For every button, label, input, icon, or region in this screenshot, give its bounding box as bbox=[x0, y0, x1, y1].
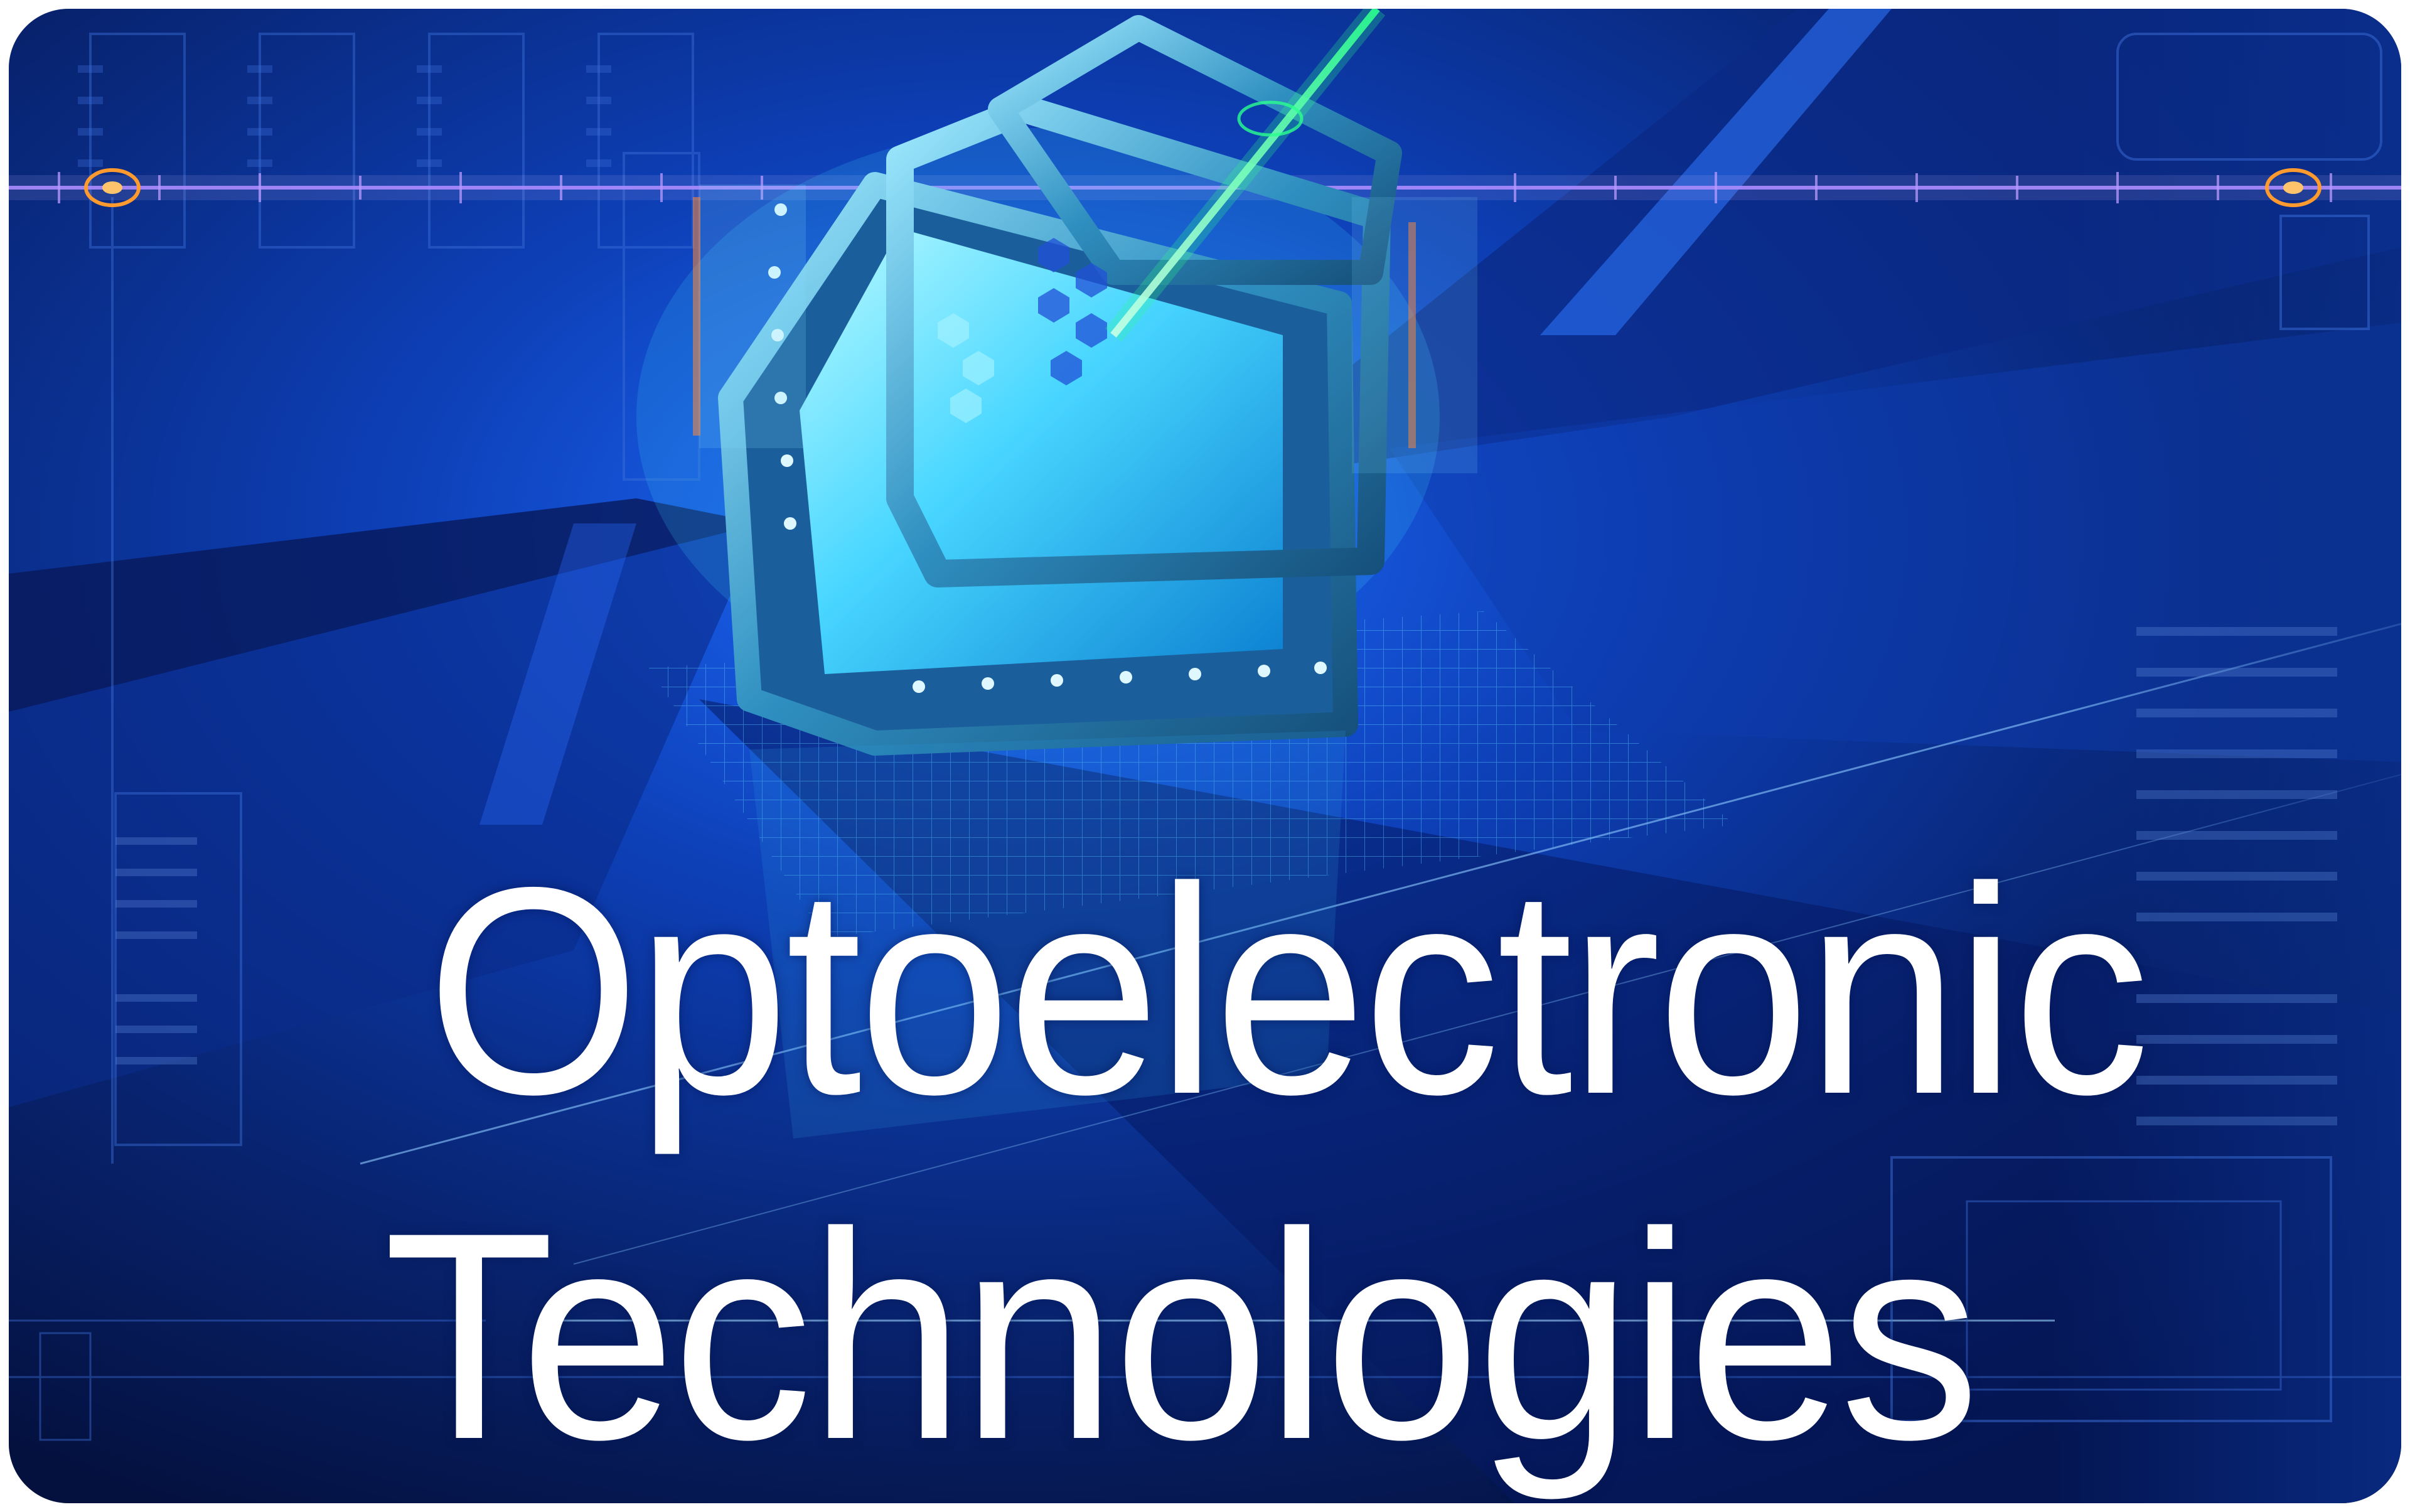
target-marker-icon bbox=[84, 168, 141, 207]
background-artwork bbox=[9, 9, 2401, 1503]
target-marker-icon bbox=[2265, 168, 2322, 207]
title-line-2: Technologies bbox=[383, 1171, 1980, 1501]
laser-beam bbox=[1105, 9, 1386, 342]
banner-card: Optoelectronic Technologies bbox=[9, 9, 2401, 1503]
chip-icon bbox=[636, 15, 1477, 1139]
title-line-1: Optoelectronic bbox=[426, 826, 2150, 1155]
